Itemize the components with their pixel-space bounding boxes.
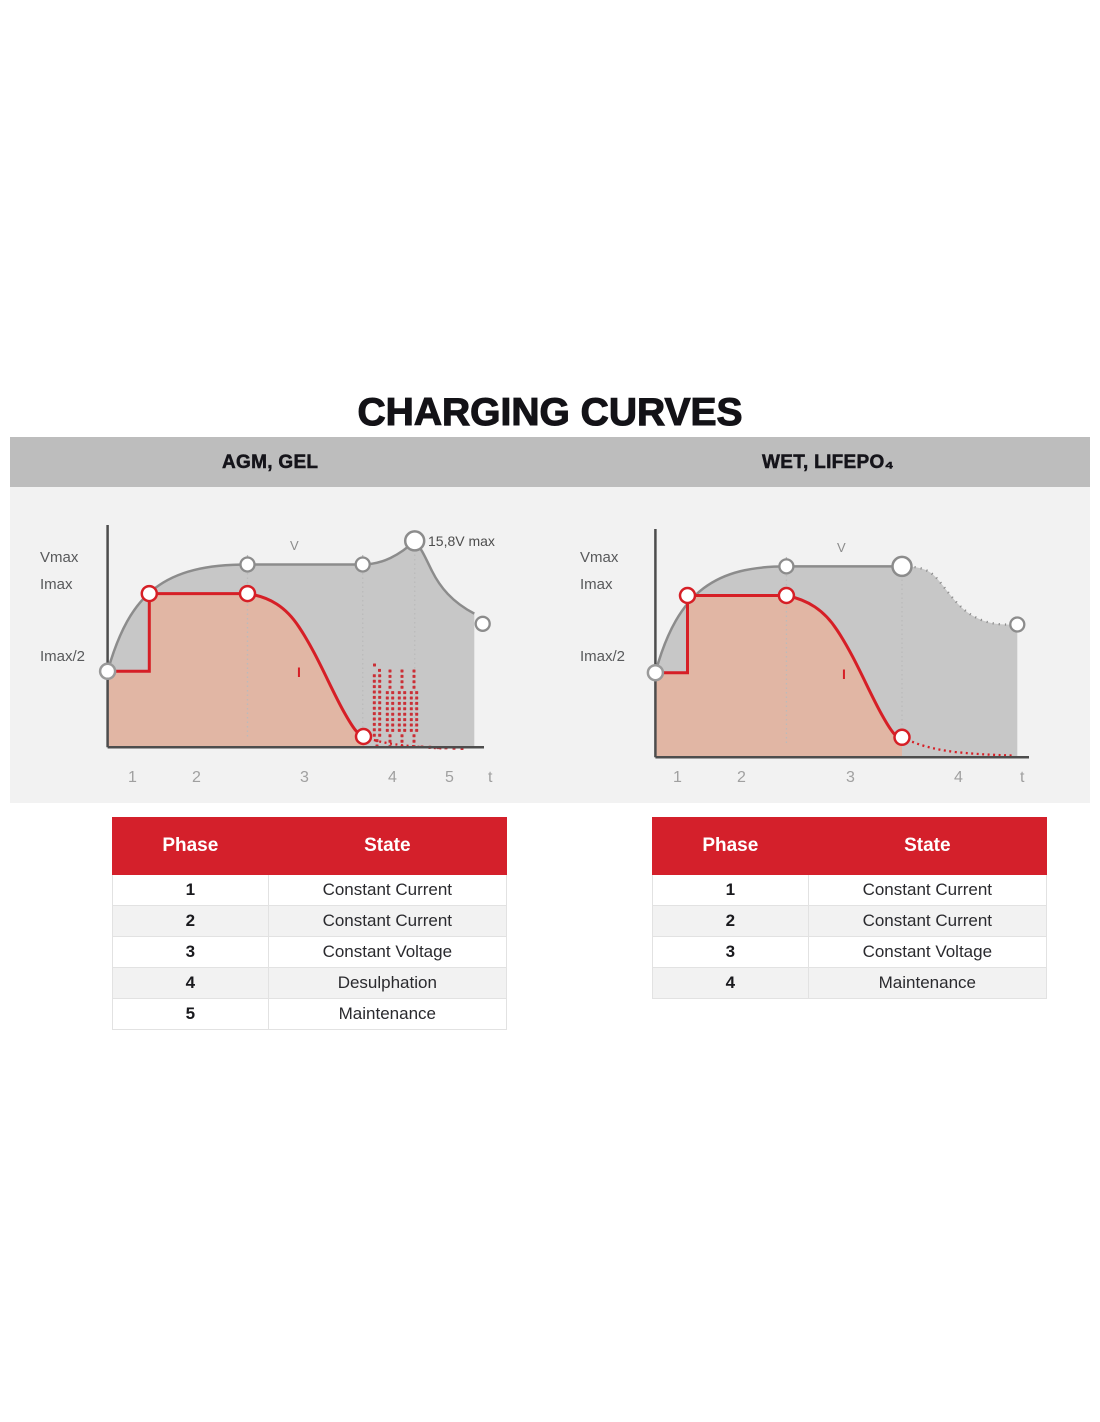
svg-text:t: t (1020, 769, 1025, 786)
svg-text:15,8V max: 15,8V max (428, 533, 495, 549)
svg-text:V: V (837, 540, 846, 555)
svg-text:4: 4 (388, 769, 397, 786)
svg-text:2: 2 (737, 769, 746, 786)
svg-text:2: 2 (192, 769, 201, 786)
svg-text:5: 5 (445, 769, 454, 786)
svg-text:4: 4 (954, 769, 963, 786)
svg-text:3: 3 (300, 769, 309, 786)
svg-text:1: 1 (128, 769, 137, 786)
svg-text:1: 1 (673, 769, 682, 786)
svg-text:V: V (290, 538, 299, 553)
svg-text:I: I (297, 664, 301, 680)
svg-text:I: I (842, 666, 846, 682)
svg-text:t: t (488, 769, 493, 786)
svg-text:3: 3 (846, 769, 855, 786)
